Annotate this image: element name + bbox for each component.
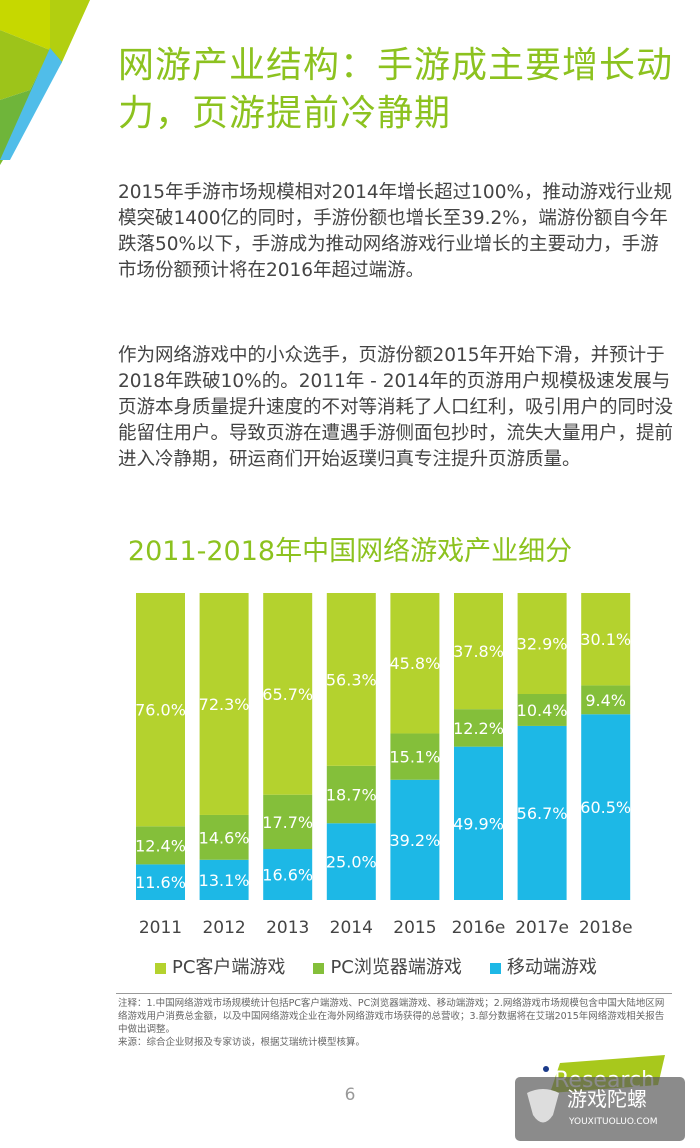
bar-segment (581, 685, 631, 715)
x-tick-label: 2016e (452, 918, 506, 938)
x-tick-label: 2013 (266, 918, 309, 938)
data-label: 16.6% (262, 866, 313, 885)
data-label: 60.5% (580, 798, 631, 817)
legend-swatch (155, 962, 166, 974)
bar-segment (517, 725, 567, 900)
bar-segment (136, 864, 185, 900)
data-label: 13.1% (199, 871, 250, 890)
data-label: 14.6% (199, 828, 250, 847)
spinning-top-icon (527, 1089, 559, 1123)
bar-segment (136, 593, 185, 827)
bar-segment (454, 709, 503, 747)
x-tick-label: 2018e (579, 918, 633, 938)
page-number: 6 (344, 1085, 356, 1105)
x-tick-label: 2015 (393, 918, 436, 938)
bar-segment (199, 593, 249, 815)
data-label: 10.4% (517, 701, 568, 720)
bar-segment (263, 593, 313, 795)
page-title: 网游产业结构：手游成主要增长动力，页游提前冷静期 (118, 45, 674, 134)
bar-segment (199, 814, 249, 860)
chart-legend: PC客户端游戏 PC浏览器端游戏 移动端游戏 (155, 953, 597, 979)
bar-segment (136, 826, 185, 865)
data-label: 76.0% (135, 701, 186, 720)
notes-text: 注释：1.中国网络游戏市场规模统计包括PC客户端游戏、PC浏览器端游戏、移动端游… (118, 998, 665, 1035)
bar-segment (199, 859, 249, 900)
data-label: 9.4% (585, 691, 626, 710)
data-label: 37.8% (453, 642, 504, 661)
bar-segment (326, 765, 376, 824)
chart-title: 2011-2018年中国网络游戏产业细分 (127, 536, 573, 567)
bar-segment (326, 823, 376, 900)
data-label: 72.3% (199, 695, 250, 714)
data-label: 56.7% (517, 804, 568, 823)
data-label: 56.3% (326, 670, 377, 689)
watermark-url: YOUXITUOLUO.COM (569, 1117, 658, 1127)
x-tick-label: 2014 (330, 918, 373, 938)
data-label: 17.7% (262, 813, 313, 832)
bar-segment (517, 694, 567, 726)
x-tick-label: 2011 (139, 918, 182, 938)
watermark: 游戏陀螺 YOUXITUOLUO.COM (515, 1077, 685, 1141)
bar-segment (390, 779, 440, 900)
x-tick-label: 2012 (202, 918, 245, 938)
bar-segment (390, 593, 440, 734)
data-label: 18.7% (326, 786, 377, 805)
corner-decoration (0, 0, 90, 165)
legend-item-pc-client: PC客户端游戏 (155, 953, 285, 979)
bar-segment (454, 746, 503, 900)
legend-label: PC客户端游戏 (172, 957, 286, 978)
data-label: 15.1% (389, 748, 440, 767)
data-label: 39.2% (389, 831, 440, 850)
stacked-bar-chart: 11.6% 12.4% 76.0% 2011 13.1% 14.6% 72.3% 2012 16… (135, 593, 633, 938)
legend-item-mobile: 移动端游戏 (489, 953, 597, 979)
body-paragraph-2: 作为网络游戏中的小众选手，页游份额2015年开始下滑，并预计于2018年跌破10… (118, 345, 674, 470)
bar-segment (581, 593, 631, 686)
bar-segment (263, 794, 313, 850)
legend-swatch (489, 962, 501, 974)
bar-segment (263, 849, 313, 900)
legend-swatch (313, 962, 325, 974)
bar-segment (390, 733, 440, 780)
footnotes: 注释：1.中国网络游戏市场规模统计包括PC客户端游戏、PC浏览器端游戏、移动端游… (118, 997, 668, 1049)
body-paragraph-1: 2015年手游市场规模相对2014年增长超过100%，推动游戏行业规模突破140… (118, 182, 673, 281)
bar-segment (581, 714, 631, 900)
legend-label: PC浏览器端游戏 (330, 957, 462, 978)
data-label: 12.2% (453, 719, 504, 738)
source-text: 来源：综合企业财报及专家访谈，根据艾瑞统计模型核算。 (118, 1037, 366, 1048)
watermark-name: 游戏陀螺 (567, 1087, 647, 1111)
bar-segment (454, 593, 503, 710)
data-label: 45.8% (389, 654, 440, 673)
legend-label: 移动端游戏 (506, 957, 597, 978)
legend-item-pc-browser: PC浏览器端游戏 (313, 953, 462, 979)
data-label: 49.9% (453, 814, 504, 833)
data-label: 32.9% (517, 635, 568, 654)
data-label: 30.1% (580, 630, 631, 649)
x-tick-label: 2017e (515, 918, 569, 938)
bar-segment (326, 593, 376, 766)
data-label: 12.4% (135, 836, 186, 855)
data-label: 11.6% (135, 873, 186, 892)
data-label: 25.0% (326, 853, 377, 872)
bar-segment (517, 593, 567, 695)
data-label: 65.7% (262, 685, 313, 704)
notes-divider (116, 993, 672, 994)
